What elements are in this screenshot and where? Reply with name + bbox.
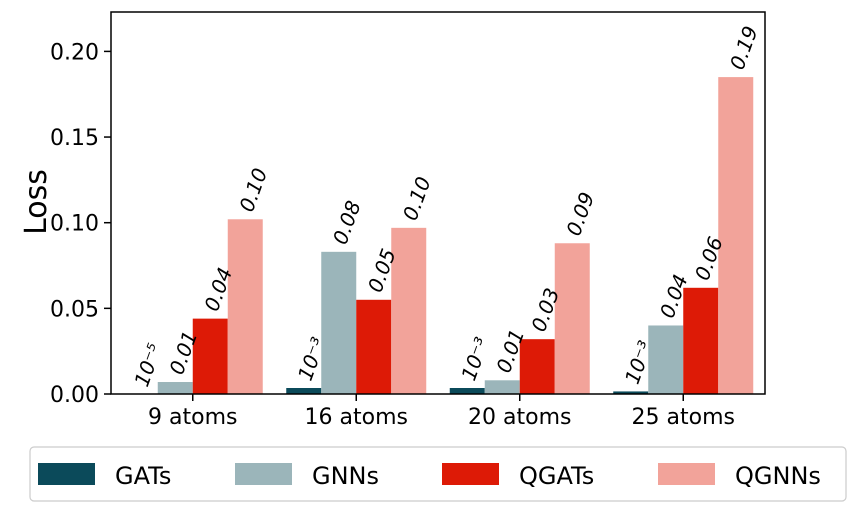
x-tick-label: 16 atoms	[305, 405, 408, 430]
y-tick-label: 0.10	[50, 212, 99, 237]
plot-frame	[110, 11, 766, 395]
legend-label-qgats: QGATs	[519, 462, 594, 490]
y-tick-label: 0.15	[50, 126, 99, 151]
legend-label-qgnns: QGNNs	[735, 462, 821, 490]
bar-qgnns-2	[554, 243, 590, 394]
legend-label-gats: GATs	[115, 462, 171, 490]
x-tick-label: 25 atoms	[632, 405, 735, 430]
y-tick-label: 0.05	[50, 297, 99, 322]
bar-qgnns-0	[227, 219, 263, 394]
data-label: 10⁻³	[456, 334, 494, 384]
bar-gats-2	[449, 388, 485, 394]
bar-gnns-2	[484, 380, 520, 394]
bar-qgats-3	[683, 287, 719, 394]
y-axis: 0.00 0.05 0.10 0.15 0.20	[50, 40, 111, 408]
data-label: 0.10	[234, 165, 272, 215]
legend-frame	[29, 446, 847, 502]
x-tick-label: 20 atoms	[468, 405, 571, 430]
bar-gnns-3	[648, 325, 684, 394]
bar-qgnns-3	[718, 77, 754, 394]
bars-group	[122, 77, 754, 394]
bar-qgnns-1	[391, 227, 427, 394]
bar-gnns-0	[157, 382, 193, 394]
data-label: 0.09	[561, 189, 599, 239]
legend-label-gnns: GNNs	[312, 462, 379, 490]
data-label: 0.08	[328, 197, 366, 247]
bar-gats-1	[286, 388, 322, 394]
y-tick-label: 0.00	[50, 383, 99, 408]
data-label: 0.19	[725, 23, 763, 73]
data-label: 0.10	[398, 173, 436, 223]
legend-swatch-gnns	[235, 463, 292, 485]
bar-qgats-1	[356, 299, 392, 394]
legend: GATs GNNs QGATs QGNNs	[29, 446, 847, 502]
y-tick-label: 0.20	[50, 40, 99, 65]
y-axis-title: Loss	[19, 169, 54, 235]
legend-swatch-qgats	[442, 463, 499, 485]
legend-swatch-gats	[38, 463, 95, 485]
bar-gats-3	[613, 391, 649, 394]
x-tick-label: 9 atoms	[148, 405, 237, 430]
x-axis: 9 atoms 16 atoms 20 atoms 25 atoms	[148, 394, 735, 430]
bar-qgats-0	[192, 318, 228, 394]
bar-qgats-2	[519, 339, 555, 394]
legend-swatch-qgnns	[658, 463, 715, 485]
bar-gnns-1	[321, 251, 357, 394]
